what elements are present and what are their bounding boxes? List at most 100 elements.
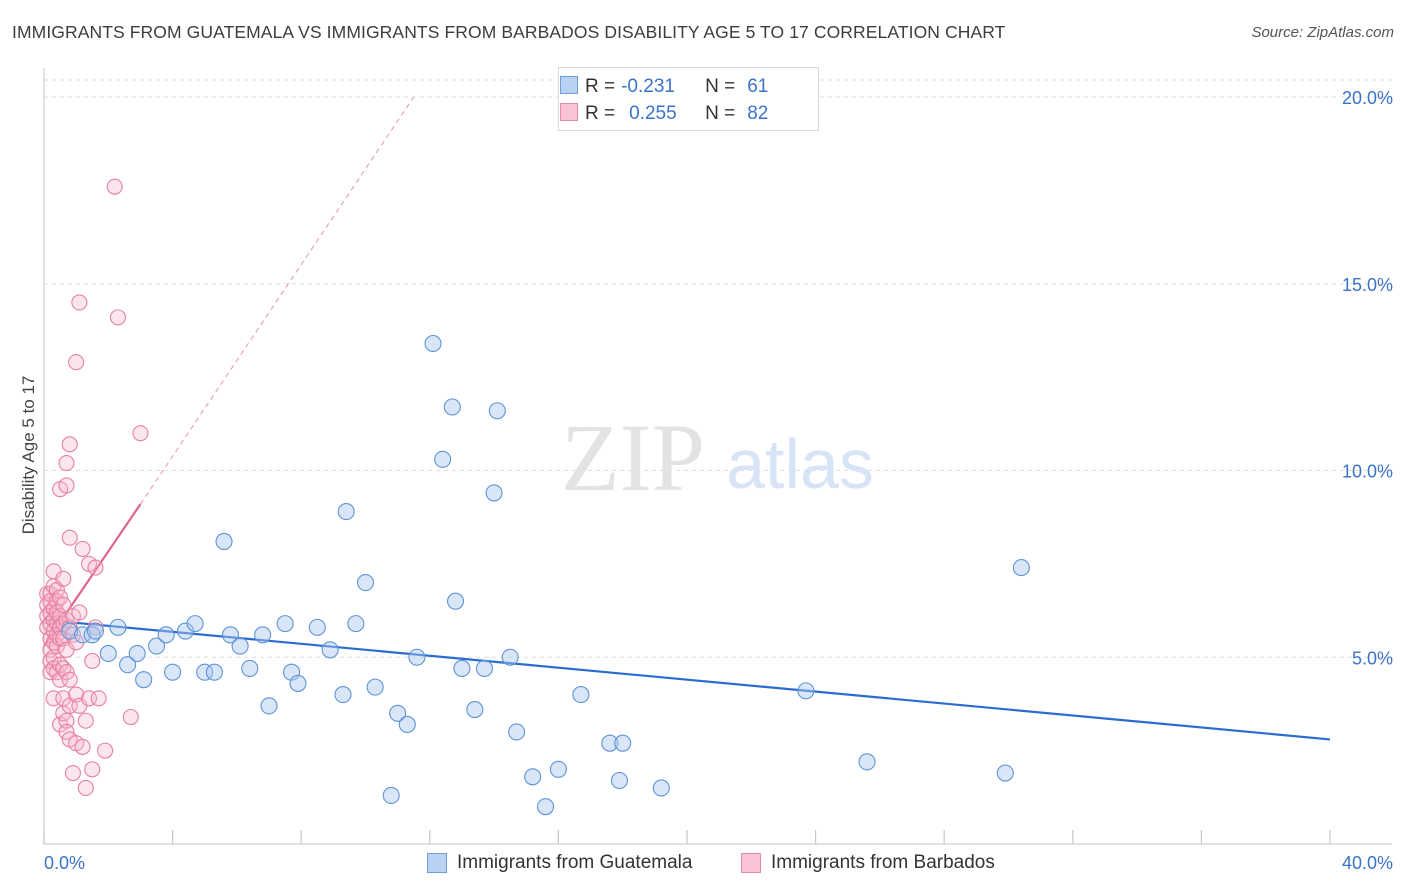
point-guatemala-27 [334, 686, 352, 704]
data-points [39, 178, 1030, 816]
point-guatemala-46 [508, 723, 526, 741]
point-barbados-69 [77, 712, 94, 729]
point-barbados-43 [58, 454, 75, 472]
point-guatemala-4 [99, 644, 117, 663]
point-barbados-76 [90, 690, 107, 707]
point-guatemala-24 [289, 674, 307, 692]
point-guatemala-0 [61, 622, 79, 640]
point-guatemala-54 [652, 779, 670, 797]
point-guatemala-10 [157, 626, 175, 644]
point-guatemala-11 [164, 663, 182, 681]
trend-line-barbados-extended [139, 96, 415, 505]
legend-row-barbados: R = 0.255 N = 82 [560, 102, 768, 126]
legend-n-label: N = [705, 76, 736, 97]
bottom-legend-swatch-barbados [741, 853, 761, 873]
point-barbados-64 [71, 604, 88, 621]
chart-title: IMMIGRANTS FROM GUATEMALA VS IMMIGRANTS … [12, 22, 1006, 42]
point-guatemala-45 [501, 648, 519, 666]
point-barbados-77 [97, 742, 114, 759]
point-guatemala-56 [858, 753, 876, 771]
point-guatemala-22 [276, 615, 294, 633]
legend-n-value: 61 [747, 76, 769, 97]
bottom-legend-label-guatemala: Immigrants from Guatemala [457, 852, 693, 873]
point-barbados-72 [84, 761, 101, 778]
point-guatemala-1 [74, 626, 92, 644]
point-guatemala-39 [446, 592, 465, 610]
point-guatemala-47 [524, 768, 542, 786]
point-barbados-74 [87, 559, 104, 576]
point-guatemala-36 [424, 334, 442, 353]
point-barbados-66 [74, 540, 91, 557]
watermark-atlas: atlas [726, 425, 874, 503]
trend-lines [43, 96, 1331, 741]
point-guatemala-5 [109, 618, 127, 636]
point-guatemala-44 [488, 402, 506, 420]
point-guatemala-33 [389, 704, 407, 722]
legend-swatch-barbados [560, 103, 578, 121]
point-guatemala-17 [221, 626, 240, 644]
point-guatemala-48 [536, 798, 555, 816]
legend-swatch-guatemala [560, 76, 578, 94]
point-guatemala-7 [128, 644, 146, 663]
bottom-legend-barbados: Immigrants from Barbados [741, 852, 995, 874]
correlation-legend: R = -0.231 N = 61 R = 0.255 N = 82 [558, 67, 819, 131]
point-guatemala-3 [86, 622, 104, 640]
point-guatemala-31 [366, 678, 384, 696]
point-guatemala-51 [601, 734, 619, 752]
point-barbados-47 [58, 712, 75, 729]
point-guatemala-43 [485, 484, 503, 502]
point-guatemala-18 [231, 637, 249, 655]
point-guatemala-15 [205, 663, 223, 681]
x-tick-label-1: 40.0% [1342, 853, 1393, 873]
point-guatemala-32 [382, 786, 400, 804]
point-barbados-81 [132, 425, 149, 442]
y-tick-label-2: 15.0% [1342, 275, 1393, 295]
tick-labels: 5.0% 10.0% 15.0% 20.0% 0.0% 40.0% [44, 88, 1393, 873]
y-axis-label: Disability Age 5 to 17 [19, 376, 38, 535]
point-guatemala-38 [443, 398, 461, 416]
point-guatemala-8 [135, 671, 153, 689]
point-barbados-73 [84, 652, 101, 670]
point-guatemala-40 [453, 659, 471, 678]
point-barbados-50 [61, 436, 78, 453]
legend-r-value: 0.255 [629, 103, 677, 124]
point-guatemala-13 [186, 615, 204, 633]
point-guatemala-20 [254, 626, 272, 644]
bottom-legend-swatch-guatemala [427, 853, 447, 873]
bottom-legend-label-barbados: Immigrants from Barbados [771, 852, 995, 873]
legend-r-value: -0.231 [621, 76, 675, 97]
point-barbados-79 [109, 309, 126, 326]
watermark-zip: ZIP [561, 404, 705, 511]
trend-line-guatemala [43, 618, 1331, 741]
point-guatemala-30 [356, 573, 375, 592]
point-barbados-53 [61, 671, 78, 688]
legend-row-guatemala: R = -0.231 N = 61 [560, 75, 769, 99]
point-guatemala-29 [347, 615, 365, 633]
point-barbados-80 [122, 708, 139, 726]
point-barbados-51 [61, 529, 78, 546]
point-barbados-78 [106, 178, 123, 195]
y-tick-label-3: 20.0% [1342, 88, 1393, 108]
axes [43, 68, 1392, 845]
source-label: Source: ZipAtlas.com [1251, 24, 1394, 41]
trend-line-barbados [43, 503, 142, 647]
legend-r-label: R = [585, 76, 616, 97]
point-guatemala-25 [308, 618, 326, 636]
point-guatemala-50 [572, 686, 590, 704]
point-guatemala-52 [610, 771, 629, 790]
point-barbados-68 [77, 779, 94, 797]
legend-r-label: R = [585, 103, 616, 124]
point-barbados-37 [55, 596, 72, 614]
point-guatemala-26 [321, 641, 339, 659]
point-guatemala-19 [241, 659, 259, 678]
point-guatemala-58 [1012, 559, 1030, 577]
point-guatemala-49 [549, 760, 567, 778]
point-guatemala-35 [408, 648, 426, 666]
gridlines [44, 79, 1392, 658]
point-guatemala-41 [466, 700, 484, 719]
point-barbados-63 [71, 294, 88, 311]
point-guatemala-53 [614, 734, 632, 752]
y-tick-label-0: 5.0% [1352, 648, 1393, 668]
point-guatemala-42 [475, 659, 494, 678]
